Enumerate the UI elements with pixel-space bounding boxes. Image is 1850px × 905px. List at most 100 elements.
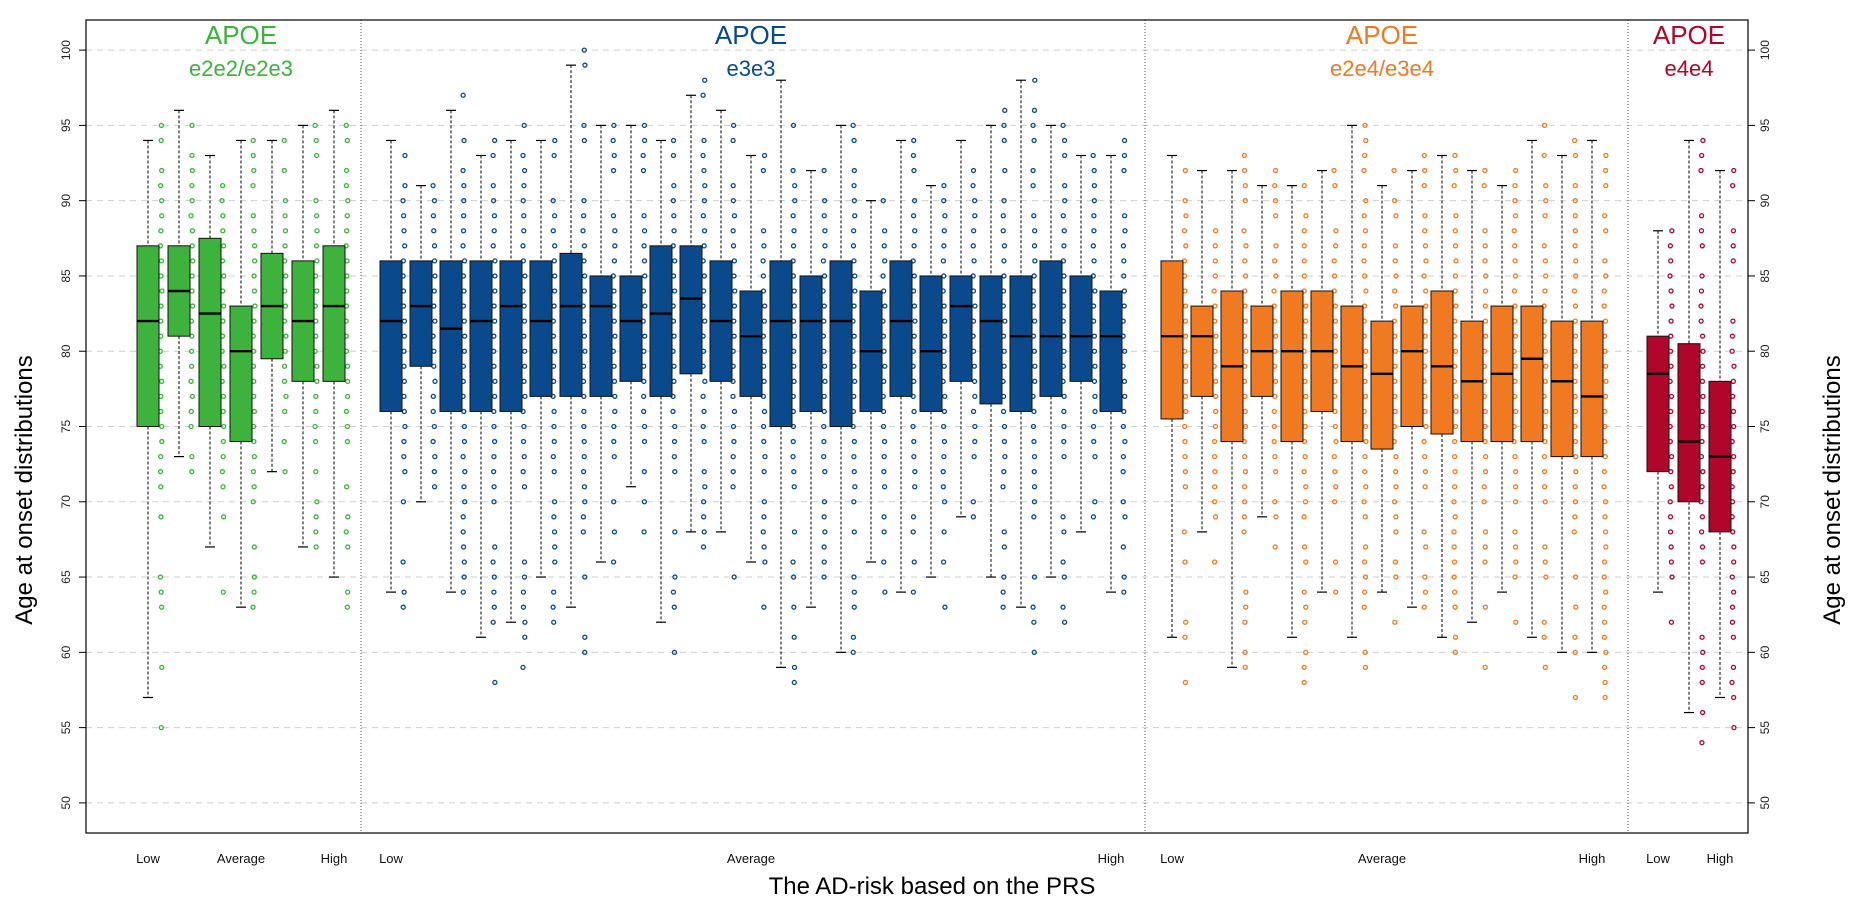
data-point: [1603, 152, 1609, 159]
data-point: [1121, 152, 1128, 159]
data-point: [1061, 619, 1068, 625]
data-point: [1482, 303, 1488, 309]
data-point: [1120, 499, 1126, 505]
data-point: [1002, 107, 1008, 113]
data-point: [1667, 514, 1674, 520]
data-point: [521, 182, 527, 189]
data-point: [760, 529, 766, 535]
data-point: [1302, 378, 1308, 384]
data-point: [1061, 574, 1067, 580]
data-point: [790, 243, 797, 249]
data-point: [701, 529, 707, 535]
data-point: [611, 288, 617, 294]
data-point: [970, 514, 977, 520]
data-point: [551, 258, 557, 264]
data-point: [1393, 484, 1399, 490]
data-point: [1062, 152, 1068, 159]
data-point: [852, 213, 858, 219]
data-point: [314, 363, 320, 369]
data-point: [1511, 228, 1517, 234]
data-point: [1541, 453, 1548, 460]
data-point: [672, 469, 678, 475]
data-point: [343, 182, 350, 189]
data-point: [1332, 303, 1338, 309]
data-point: [881, 348, 887, 354]
data-point: [941, 333, 948, 339]
data-point: [1062, 182, 1068, 189]
data-point: [188, 348, 195, 354]
data-point: [521, 318, 528, 324]
data-point: [850, 243, 857, 249]
data-point: [701, 469, 707, 475]
data-point: [1242, 469, 1249, 475]
data-point: [1090, 152, 1096, 159]
x-tick-label: Low: [1646, 851, 1670, 866]
data-point: [1729, 574, 1735, 580]
data-point: [1482, 228, 1488, 234]
data-point: [1422, 484, 1428, 490]
data-point: [1091, 378, 1098, 384]
data-point: [1182, 378, 1189, 384]
data-point: [521, 453, 527, 460]
data-point: [1332, 469, 1338, 475]
x-tick-label: High: [321, 851, 348, 866]
data-point: [940, 469, 946, 475]
data-point: [550, 453, 557, 460]
data-point: [1572, 649, 1578, 655]
data-point: [942, 318, 948, 324]
data-point: [1601, 664, 1608, 671]
data-point: [1423, 544, 1429, 550]
data-point: [1698, 303, 1704, 309]
data-point: [670, 152, 677, 159]
data-point: [1668, 258, 1674, 264]
data-point: [312, 423, 318, 430]
data-point: [282, 243, 288, 249]
data-point: [461, 182, 467, 189]
data-point: [400, 198, 406, 204]
data-point: [1031, 649, 1037, 655]
box: [469, 260, 493, 412]
data-point: [460, 453, 466, 460]
data-point: [582, 634, 588, 640]
data-point: [820, 453, 827, 460]
data-point: [1122, 393, 1128, 400]
data-point: [345, 514, 351, 520]
data-point: [790, 438, 796, 445]
data-point: [1730, 378, 1736, 384]
data-point: [312, 122, 318, 129]
data-point: [822, 529, 828, 535]
data-point: [1542, 378, 1548, 384]
data-point: [1542, 544, 1548, 550]
data-point: [1361, 213, 1367, 219]
data-point: [1182, 559, 1188, 565]
data-point: [1031, 469, 1037, 475]
data-point: [1730, 469, 1736, 475]
data-point: [431, 228, 437, 234]
data-point: [492, 273, 498, 279]
data-point: [1393, 514, 1399, 520]
data-point: [552, 243, 558, 249]
data-point: [491, 303, 497, 309]
data-point: [971, 378, 978, 384]
data-point: [1061, 348, 1067, 354]
data-point: [911, 167, 917, 174]
data-point: [1393, 213, 1399, 219]
data-point: [158, 228, 164, 234]
data-point: [282, 469, 288, 475]
data-point: [1362, 423, 1369, 430]
data-point: [790, 213, 796, 219]
data-point: [1729, 619, 1736, 625]
data-point: [1422, 213, 1428, 219]
data-point: [1211, 499, 1218, 505]
data-point: [188, 213, 194, 219]
data-point: [1602, 167, 1609, 174]
data-point: [790, 574, 797, 580]
data-point: [491, 363, 497, 369]
data-point: [1668, 484, 1674, 490]
data-point: [490, 469, 497, 475]
data-point: [821, 499, 828, 505]
data-point: [1452, 423, 1459, 430]
data-point: [343, 167, 350, 174]
data-point: [1699, 408, 1705, 415]
data-point: [672, 529, 678, 535]
